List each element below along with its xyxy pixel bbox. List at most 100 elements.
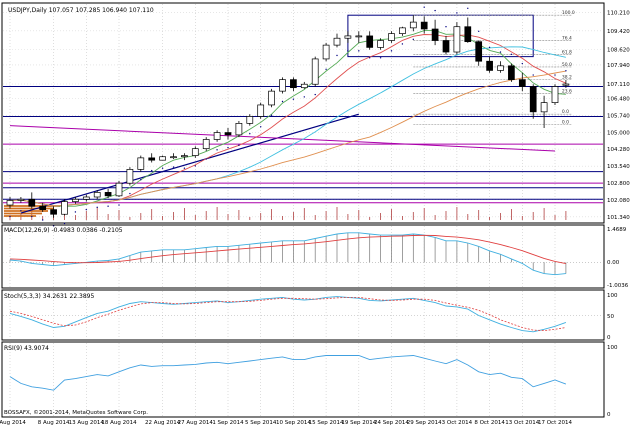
sar-dot [423, 6, 425, 8]
candle-body [540, 102, 548, 113]
fibonacci-level-label: 0.0 [562, 109, 569, 115]
candle-body [322, 44, 330, 60]
symbol-title: USDJPY,Daily 107.057 107.285 106.940 107… [8, 7, 154, 14]
sar-dot [281, 100, 284, 103]
sar-dot [238, 144, 240, 146]
time-axis-label: 3 Oct 2014 [442, 420, 473, 426]
price-tick-label: 104.280 [607, 147, 630, 153]
candle-body [104, 192, 112, 197]
candle-body [170, 156, 177, 159]
candle-body [311, 58, 319, 85]
sar-dot [488, 46, 491, 49]
sar-dot [107, 205, 109, 207]
sar-dot [521, 62, 523, 65]
sar-dot [325, 68, 327, 70]
sar-dot [412, 38, 414, 41]
copyright-text: BOSSAFX, ©2001-2014, MetaQuotes Software… [4, 409, 148, 416]
sar-dot [85, 208, 88, 211]
candle-body [39, 205, 47, 210]
stochastic-zero-label: 0 [607, 335, 611, 341]
time-axis-label: 17 Oct 2014 [538, 420, 573, 426]
sar-dot [205, 158, 207, 160]
macd-bottom-label: -1.0036 [607, 283, 629, 289]
time-axis-label: 5 Sep 2014 [245, 420, 277, 426]
candle-body [355, 35, 363, 38]
macd-line [9, 232, 566, 276]
sar-dot [499, 51, 502, 53]
sar-dot [270, 114, 273, 117]
sar-dot [478, 30, 480, 33]
sar-dot [532, 74, 534, 76]
candle-body [61, 201, 68, 215]
candle-body [377, 40, 384, 48]
candle-body [224, 132, 232, 136]
price-tick-label: 109.420 [607, 29, 630, 35]
candle-body [148, 157, 156, 161]
rsi-top-label: 100 [607, 345, 618, 351]
sar-dot [303, 96, 305, 98]
candle-body [246, 116, 254, 124]
sar-dot [554, 74, 556, 76]
candle-body [115, 182, 123, 197]
rsi-title: RSI(9) 43.9074 [4, 345, 49, 352]
candle-body [344, 35, 352, 39]
macd-panel-frame [1, 224, 605, 289]
sar-dot [510, 53, 513, 56]
stochastic-mid-label: 50 [607, 314, 614, 320]
sar-dot [31, 215, 33, 218]
candle-body [453, 26, 461, 53]
candle-body [497, 65, 504, 71]
sar-dot [151, 169, 153, 172]
time-axis-label: 8 Aug 2014 [38, 420, 70, 426]
moving-average-line [9, 30, 566, 207]
stochastic-panel-frame [1, 289, 605, 341]
candle-body [235, 123, 243, 136]
moving-average-line [9, 70, 566, 207]
time-axis-label: 19 Sep 2014 [341, 420, 376, 426]
price-panel[interactable]: 110.210 109.420 108.620 107.940 107.110 106.4… [1, 2, 630, 416]
sar-dot [161, 167, 164, 169]
sar-dot [347, 50, 349, 52]
price-tick-label: 105.000 [607, 131, 630, 137]
trend-line [20, 113, 359, 214]
time-axis-label: 4 Aug 2014 [0, 420, 26, 426]
sar-dot [172, 166, 175, 168]
candle-body [333, 37, 341, 46]
sar-dot [249, 133, 251, 135]
sar-dot [292, 98, 295, 100]
time-axis-label: 13 Aug 2014 [69, 420, 105, 426]
sar-dot [456, 12, 458, 14]
macd-panel[interactable]: MACD(12,26,9) -0.4983 0.0386 -0.2105 1.4… [1, 224, 629, 289]
rsi-zero-label: 0 [607, 412, 611, 418]
candle-body [562, 83, 570, 86]
stochastic-panel[interactable]: Stoch(5,3,3) 34.2631 22.3895 100 50 0 [1, 289, 618, 341]
price-tick-label: 102.800 [607, 181, 630, 187]
fibonacci-level-label: 38.2 [562, 75, 572, 81]
candle-body [399, 27, 406, 34]
fibonacci-level-label: 23.6 [562, 88, 572, 94]
candle-body [409, 21, 417, 29]
sar-dot [379, 57, 382, 59]
price-tick-label: 103.540 [607, 164, 630, 170]
candle-body [431, 28, 439, 41]
candle-body [518, 79, 526, 87]
time-axis-label: 18 Aug 2014 [101, 420, 137, 426]
sar-dot [42, 219, 44, 221]
price-tick-label: 101.340 [607, 215, 630, 221]
time-axis-label: 29 Sep 2014 [407, 420, 442, 426]
candle-body [420, 21, 428, 30]
time-axis-label: 24 Sep 2014 [374, 420, 409, 426]
sar-dot [63, 222, 66, 225]
time-axis-label: 22 Aug 2014 [145, 420, 181, 426]
candle-body [508, 65, 515, 80]
rsi-panel[interactable]: RSI(9) 43.9074 100 0 BOSSAFX, ©2001-2014… [1, 341, 618, 418]
sar-dot [227, 146, 229, 149]
sar-dot [129, 192, 131, 195]
rsi-line [9, 355, 567, 391]
stochastic-top-label: 100 [607, 293, 618, 299]
time-axis-label: 27 Aug 2014 [178, 420, 214, 426]
price-tick-label: 108.620 [607, 47, 630, 53]
price-axis: 110.210 109.420 108.620 107.940 107.110 106.4… [607, 11, 630, 221]
candle-body [72, 198, 79, 202]
